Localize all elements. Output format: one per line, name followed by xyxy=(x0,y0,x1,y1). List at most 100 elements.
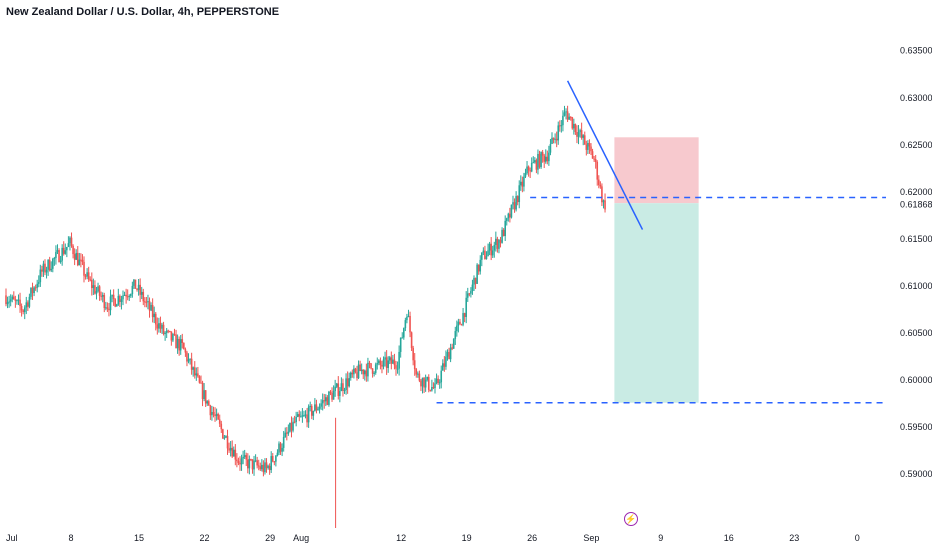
candle-up xyxy=(225,436,227,438)
candle-up xyxy=(544,156,547,162)
candle-up xyxy=(417,373,419,375)
candle-down xyxy=(315,404,318,411)
candle-down xyxy=(527,166,530,171)
candle-up xyxy=(120,299,123,302)
candle-down xyxy=(468,293,471,295)
candle-down xyxy=(20,306,23,311)
candle-down xyxy=(385,357,388,368)
candle-up xyxy=(378,360,380,364)
candle-up xyxy=(398,351,400,369)
candle-up xyxy=(343,389,346,391)
candle-down xyxy=(371,368,374,374)
time-tick-label: 15 xyxy=(134,533,144,543)
candle-down xyxy=(186,352,188,362)
candle-down xyxy=(245,455,248,460)
candle-up xyxy=(287,431,290,434)
candle-up xyxy=(304,414,307,416)
candle-down xyxy=(463,313,466,317)
candle-up xyxy=(403,328,405,338)
position-zones xyxy=(614,137,699,403)
candle-up xyxy=(30,287,32,297)
candle-up xyxy=(334,386,336,392)
candle-down xyxy=(156,324,159,329)
candle-down xyxy=(114,299,116,307)
candle-down xyxy=(34,287,37,289)
events-lightning-icon[interactable]: ⚡ xyxy=(624,512,638,526)
drawing-annotations xyxy=(436,80,886,404)
candle-down xyxy=(80,259,82,261)
candle-up xyxy=(25,302,28,308)
candle-down xyxy=(499,239,502,243)
time-tick-label: 26 xyxy=(527,533,537,543)
candle-up xyxy=(187,359,190,362)
candle-up xyxy=(59,260,62,262)
price-tick-label: 0.62500 xyxy=(900,140,932,150)
candle-down xyxy=(162,324,165,335)
candle-up xyxy=(524,173,527,177)
price-tick-label: 0.60500 xyxy=(900,328,932,338)
candle-up xyxy=(454,331,457,339)
candle-down xyxy=(212,411,215,415)
candle-up xyxy=(69,237,71,244)
candle-up xyxy=(456,325,458,332)
candle-down xyxy=(173,334,176,336)
candle-down xyxy=(217,413,219,420)
time-tick-label: 29 xyxy=(265,533,275,543)
stop-loss-zone[interactable] xyxy=(614,137,699,204)
candle-up xyxy=(165,330,168,333)
candle-down xyxy=(390,357,393,364)
candle-down xyxy=(443,363,446,367)
candle-up xyxy=(276,452,279,456)
candle-down xyxy=(262,464,265,473)
candle-down xyxy=(370,363,372,369)
candle-down xyxy=(257,465,260,467)
candle-down xyxy=(231,447,233,457)
candle-up xyxy=(300,416,302,418)
candle-up xyxy=(387,360,389,368)
candle-up xyxy=(176,338,179,349)
candle-up xyxy=(470,291,472,294)
candle-up xyxy=(137,284,140,290)
candle-up xyxy=(426,377,428,380)
candle-down xyxy=(268,465,271,471)
candle-up xyxy=(36,283,38,288)
candle-up xyxy=(424,379,427,388)
candle-down xyxy=(62,247,65,254)
candle-down xyxy=(125,294,127,297)
trendline[interactable] xyxy=(566,80,644,230)
candle-up xyxy=(248,459,251,469)
candle-down xyxy=(306,414,308,423)
candle-down xyxy=(76,252,79,266)
candle-up xyxy=(109,296,112,311)
candle-down xyxy=(204,390,207,404)
candle-down xyxy=(201,382,204,400)
candle-up xyxy=(147,301,149,303)
candle-down xyxy=(490,243,492,256)
time-tick-label: 0 xyxy=(855,533,860,543)
candle-down xyxy=(432,387,435,389)
candle-down xyxy=(359,364,361,372)
candle-down xyxy=(112,294,115,300)
take-profit-zone[interactable] xyxy=(614,203,699,403)
candle-up xyxy=(446,352,449,357)
candle-up xyxy=(491,250,494,256)
candle-up xyxy=(442,363,444,371)
candle-up xyxy=(11,296,14,300)
candle-up xyxy=(223,437,226,439)
candle-up xyxy=(479,259,482,272)
candle-down xyxy=(395,365,397,369)
candle-up xyxy=(267,465,269,469)
candle-up xyxy=(457,321,460,326)
candle-up xyxy=(487,250,489,257)
candle-down xyxy=(48,259,51,271)
candle-up xyxy=(66,246,68,251)
candle-down xyxy=(208,401,210,406)
candle-down xyxy=(103,295,106,309)
candle-down xyxy=(459,321,461,325)
candle-down xyxy=(412,347,414,361)
candle-up xyxy=(392,359,394,364)
candle-down xyxy=(310,405,313,416)
candle-down xyxy=(516,196,519,203)
